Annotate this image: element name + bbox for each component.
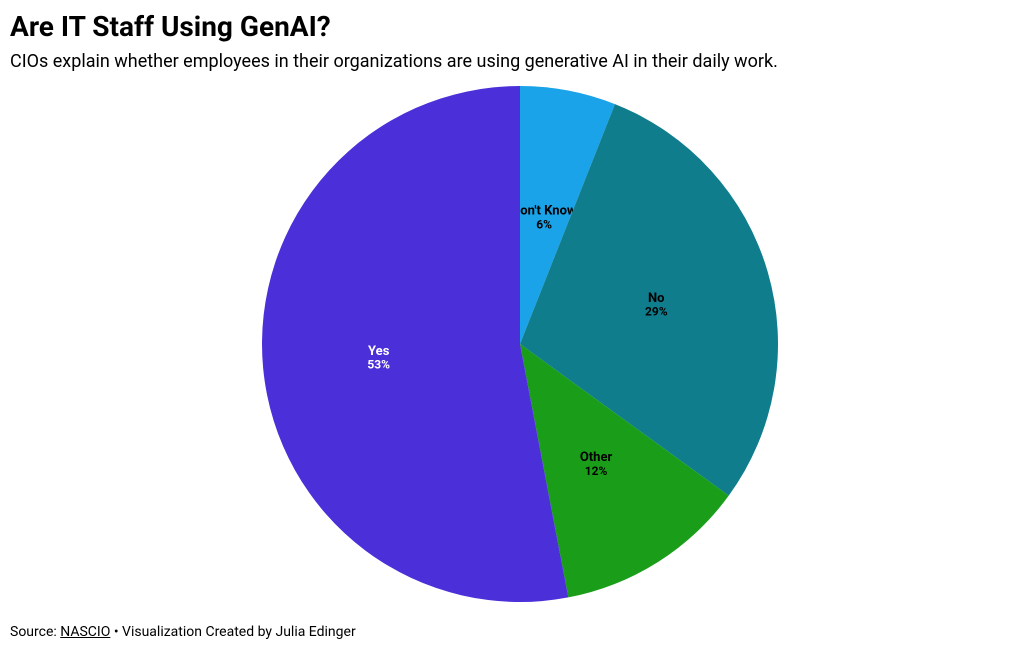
slice-pct-no: 29% — [645, 304, 668, 318]
pie-chart-area: Don't Know6%No29%Other12%Yes53% — [10, 84, 1010, 604]
chart-title: Are IT Staff Using GenAI? — [10, 10, 1010, 44]
slice-pct-yes: 53% — [367, 357, 390, 371]
footer-separator: • — [110, 624, 122, 640]
source-prefix: Source: — [10, 624, 60, 640]
slice-pct-don-t-know: 6% — [536, 217, 552, 231]
footer-credit: Visualization Created by Julia Edinger — [122, 624, 356, 640]
slice-pct-other: 12% — [585, 464, 608, 478]
pie-chart-svg: Don't Know6%No29%Other12%Yes53% — [10, 84, 1020, 604]
chart-subtitle: CIOs explain whether employees in their … — [10, 50, 1010, 74]
chart-container: Are IT Staff Using GenAI? CIOs explain w… — [0, 0, 1020, 650]
source-link[interactable]: NASCIO — [60, 624, 110, 640]
chart-footer: Source: NASCIO • Visualization Created b… — [10, 624, 356, 640]
